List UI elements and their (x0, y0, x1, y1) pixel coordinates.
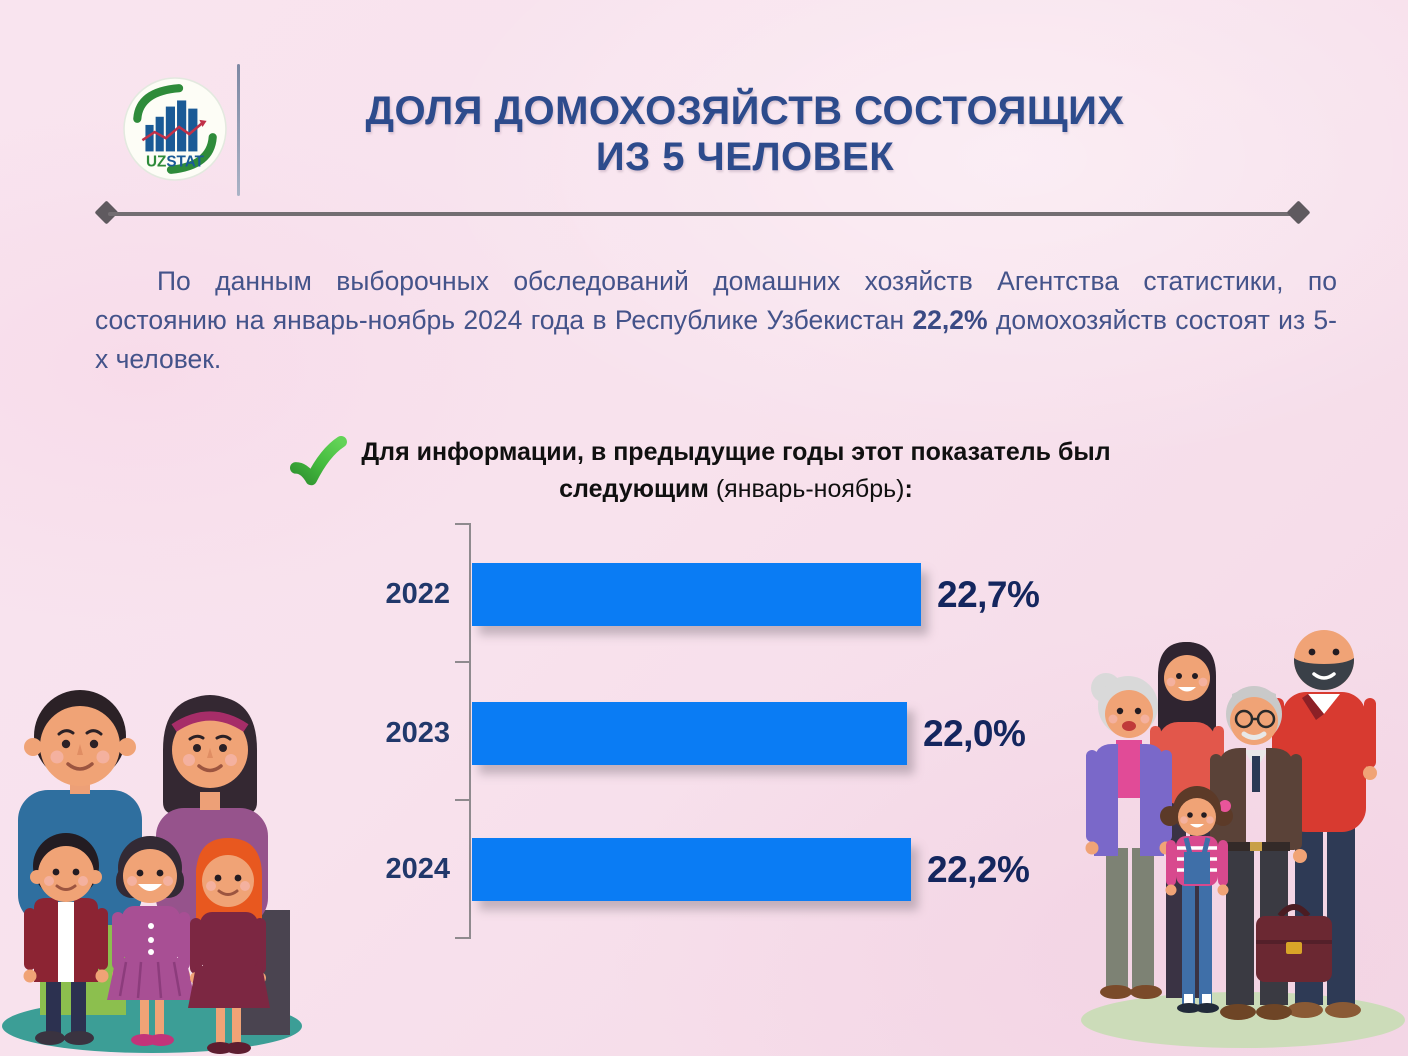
family-illustration-right (1081, 630, 1405, 1048)
note-text: Для информации, в предыдущие годы этот п… (361, 434, 1110, 508)
boy-figure (23, 833, 109, 1045)
grandmother-figure (1085, 673, 1173, 999)
page-title-line2: ИЗ 5 ЧЕЛОВЕК (595, 135, 895, 179)
intro-paragraph: По данным выборочных обследований домашн… (95, 262, 1337, 379)
girl-right-figure (188, 838, 270, 1054)
axis-tick-4 (455, 937, 471, 939)
family-illustration-left (2, 690, 302, 1054)
value-label-2022: 22,7% (937, 573, 1040, 615)
axis-tick-3 (455, 799, 471, 801)
year-label-2024: 2024 (385, 853, 450, 885)
bar-2024 (472, 838, 911, 901)
bar-row-2024: 2024 22,2% (352, 838, 1030, 901)
year-label-2022: 2022 (385, 578, 450, 610)
bar-2022 (472, 563, 921, 626)
bar-row-2023: 2023 22,0% (352, 702, 1026, 765)
note-line2-colon: : (904, 475, 913, 503)
girl-figure (1160, 786, 1233, 1013)
value-label-2024: 22,2% (927, 848, 1030, 890)
divider-line (108, 212, 1298, 216)
axis-tick-1 (455, 523, 471, 525)
year-label-2023: 2023 (385, 717, 450, 749)
page-title: ДОЛЯ ДОМОХОЗЯЙСТВ СОСТОЯЩИХ ИЗ 5 ЧЕЛОВЕК (240, 88, 1250, 180)
intro-text-start: По данным выборочных обследований домашн… (95, 266, 1337, 335)
note-line1: Для информации, в предыдущие годы этот п… (361, 438, 1111, 466)
girl-middle-figure (107, 836, 195, 1046)
page-title-line1: ДОЛЯ ДОМОХОЗЯЙСТВ СОСТОЯЩИХ (365, 89, 1125, 133)
intro-text-end: домохозяйств состоят из 5-х человек. (95, 305, 1337, 374)
axis-tick-2 (455, 661, 471, 663)
note-line2-regular: (январь-ноябрь) (708, 475, 905, 503)
check-icon (290, 436, 348, 486)
bar-row-2022: 2022 22,7% (352, 563, 1040, 626)
intro-highlight-value: 22,2% (912, 305, 988, 335)
svg-text:UZSTAT: UZSTAT (146, 154, 205, 171)
mother-figure (156, 695, 290, 1035)
value-label-2023: 22,0% (923, 712, 1026, 754)
chart-y-axis (469, 524, 471, 939)
bar-2023 (472, 702, 907, 765)
uzstat-logo-icon: UZSTAT (123, 77, 227, 181)
note-block: Для информации, в предыдущие годы этот п… (150, 434, 1250, 508)
header-divider-vertical (237, 64, 240, 196)
divider-diamond-right (1286, 200, 1311, 225)
note-line2-bold: следующим (559, 475, 709, 503)
